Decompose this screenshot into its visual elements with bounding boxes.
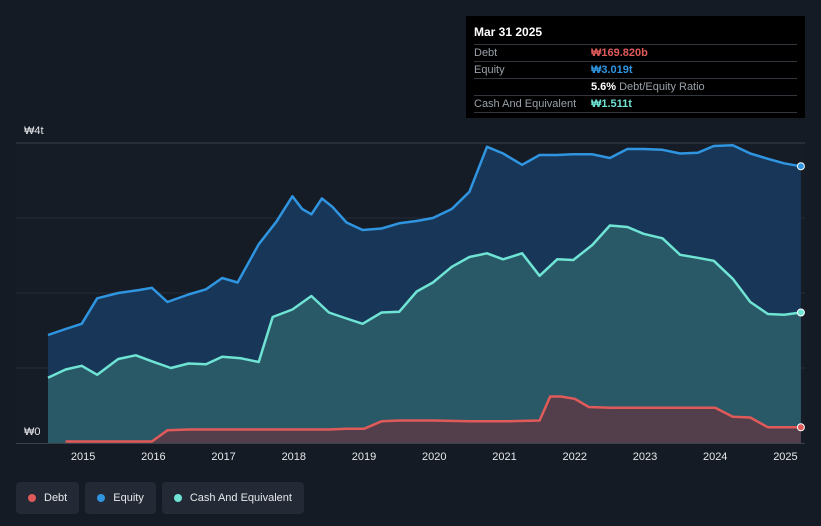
x-tick-label: 2018: [282, 451, 306, 463]
x-tick-label: 2024: [703, 451, 727, 463]
legend-item-equity[interactable]: Equity: [85, 482, 156, 514]
legend-label-debt: Debt: [44, 492, 68, 504]
x-tick-label: 2022: [563, 451, 587, 463]
legend-label-cash: Cash And Equivalent: [189, 492, 292, 504]
tooltip-debt-label: Debt: [474, 47, 498, 59]
x-tick-label: 2020: [422, 451, 446, 463]
tooltip-row-ratio: 5.6% Debt/Equity Ratio: [474, 79, 797, 96]
y-tick-label-bottom: ₩0: [24, 426, 41, 438]
x-tick-label: 2021: [492, 451, 516, 463]
x-tick-label: 2025: [773, 451, 797, 463]
tooltip-cash-value: ₩1.511t: [591, 98, 632, 110]
y-tick-label-top: ₩4t: [24, 125, 44, 137]
cash-end-point: [796, 308, 805, 317]
x-tick-label: 2016: [141, 451, 165, 463]
tooltip-equity-label: Equity: [474, 64, 505, 76]
legend: Debt Equity Cash And Equivalent: [16, 482, 304, 514]
tooltip-row-debt: Debt ₩169.820b: [474, 45, 797, 62]
tooltip: Mar 31 2025 Debt ₩169.820b Equity ₩3.019…: [466, 16, 805, 118]
legend-label-equity: Equity: [113, 492, 144, 504]
tooltip-ratio-value: 5.6%: [591, 81, 617, 93]
debt-end-point: [796, 423, 805, 432]
cash-area: [48, 225, 801, 443]
x-tick-label: 2015: [71, 451, 95, 463]
legend-item-debt[interactable]: Debt: [16, 482, 80, 514]
tooltip-row-cash: Cash And Equivalent ₩1.511t: [474, 96, 797, 113]
tooltip-debt-value: ₩169.820b: [591, 47, 648, 59]
equity-dot-icon: [97, 494, 106, 502]
debt-line: [65, 395, 801, 443]
legend-item-cash[interactable]: Cash And Equivalent: [161, 482, 304, 514]
tooltip-cash-label: Cash And Equivalent: [474, 98, 577, 110]
x-tick-label: 2019: [352, 451, 376, 463]
tooltip-ratio-label: Debt/Equity Ratio: [619, 81, 705, 93]
cash-dot-icon: [173, 494, 182, 502]
debt-dot-icon: [28, 494, 36, 502]
equity-end-point: [796, 162, 805, 171]
tooltip-date: Mar 31 2025: [474, 24, 797, 45]
x-tick-label: 2023: [633, 451, 657, 463]
tooltip-equity-value: ₩3.019t: [591, 64, 633, 76]
equity-line: [47, 144, 802, 337]
cash-line: [47, 224, 802, 379]
x-tick-label: 2017: [211, 451, 235, 463]
tooltip-row-equity: Equity ₩3.019t: [474, 62, 797, 79]
